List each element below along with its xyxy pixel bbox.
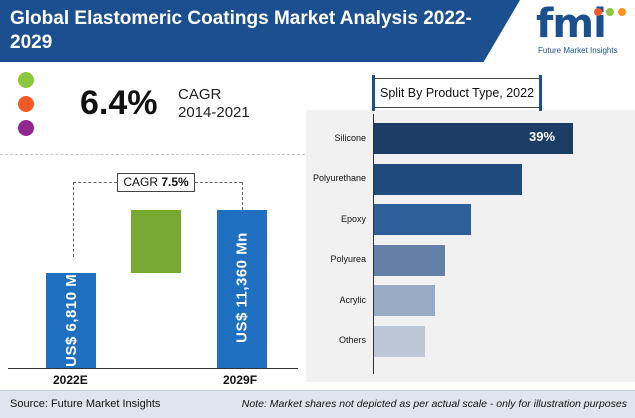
footer-source: Source: Future Market Insights xyxy=(10,398,161,410)
split-category-label: Acrylic xyxy=(339,294,367,305)
footer-note: Note: Market shares not depicted as per … xyxy=(241,398,627,410)
logo-dot-3 xyxy=(618,8,626,16)
bracket-right-line xyxy=(242,182,243,210)
bracket-top-left xyxy=(73,182,117,183)
split-category-label: Epoxy xyxy=(340,213,366,224)
forecast-cagr-value: 7.5% xyxy=(161,175,189,189)
footer: Source: Future Market Insights Note: Mar… xyxy=(0,390,635,418)
split-bar-polyurea xyxy=(374,244,446,276)
forecast-cagr-prefix: CAGR xyxy=(123,175,158,189)
section-divider xyxy=(0,154,305,155)
split-data-label: 39% xyxy=(529,129,556,144)
cagr-label: CAGR xyxy=(178,86,222,103)
logo-dot-1 xyxy=(594,8,602,16)
split-panel xyxy=(306,110,635,382)
bar-2029f-label: US$ 11,360 Mn xyxy=(233,232,251,343)
cagr-value: 6.4% xyxy=(80,84,158,122)
split-y-axis xyxy=(373,114,374,374)
legend-dot-purple xyxy=(18,120,34,136)
split-category-label: Polyurea xyxy=(330,254,366,264)
split-bar-polyurethane xyxy=(374,163,522,195)
bar-2029f: US$ 11,360 Mn xyxy=(217,210,267,368)
cagr-period: 2014-2021 xyxy=(178,104,250,121)
split-category-label: Others xyxy=(338,335,366,345)
header-banner xyxy=(0,0,520,62)
split-category-label: Polyurethane xyxy=(312,173,366,183)
x-label-2029f: 2029F xyxy=(223,373,258,387)
legend-dot-orange xyxy=(18,96,34,112)
legend-dot-green xyxy=(18,72,34,88)
logo-subtitle: Future Market Insights xyxy=(538,46,618,55)
page-title: Global Elastomeric Coatings Market Analy… xyxy=(10,8,472,53)
cagr-label-block: CAGR 2014-2021 xyxy=(178,86,250,122)
x-label-2022e: 2022E xyxy=(53,373,88,387)
fmi-logo: fmi Future Market Insights xyxy=(524,2,634,60)
bar-2022e-label: US$ 6,810 Mn xyxy=(62,263,80,367)
bracket-top-right xyxy=(195,182,242,183)
bar-2022e: US$ 6,810 Mn xyxy=(46,263,96,368)
header: Global Elastomeric Coatings Market Analy… xyxy=(0,0,635,62)
split-category-label: Silicone xyxy=(334,132,366,143)
bar-increment xyxy=(131,210,181,274)
x-axis xyxy=(8,368,298,369)
forecast-cagr-box: CAGR 7.5% xyxy=(117,173,195,192)
bracket-left-line xyxy=(73,182,74,257)
logo-dot-2 xyxy=(606,8,614,16)
split-bar-silicone xyxy=(374,123,573,154)
split-chart-title: Split By Product Type, 2022 xyxy=(371,75,543,111)
split-bar-epoxy xyxy=(374,204,471,235)
split-bar-others xyxy=(374,325,426,357)
split-bar-acrylic xyxy=(374,285,436,316)
